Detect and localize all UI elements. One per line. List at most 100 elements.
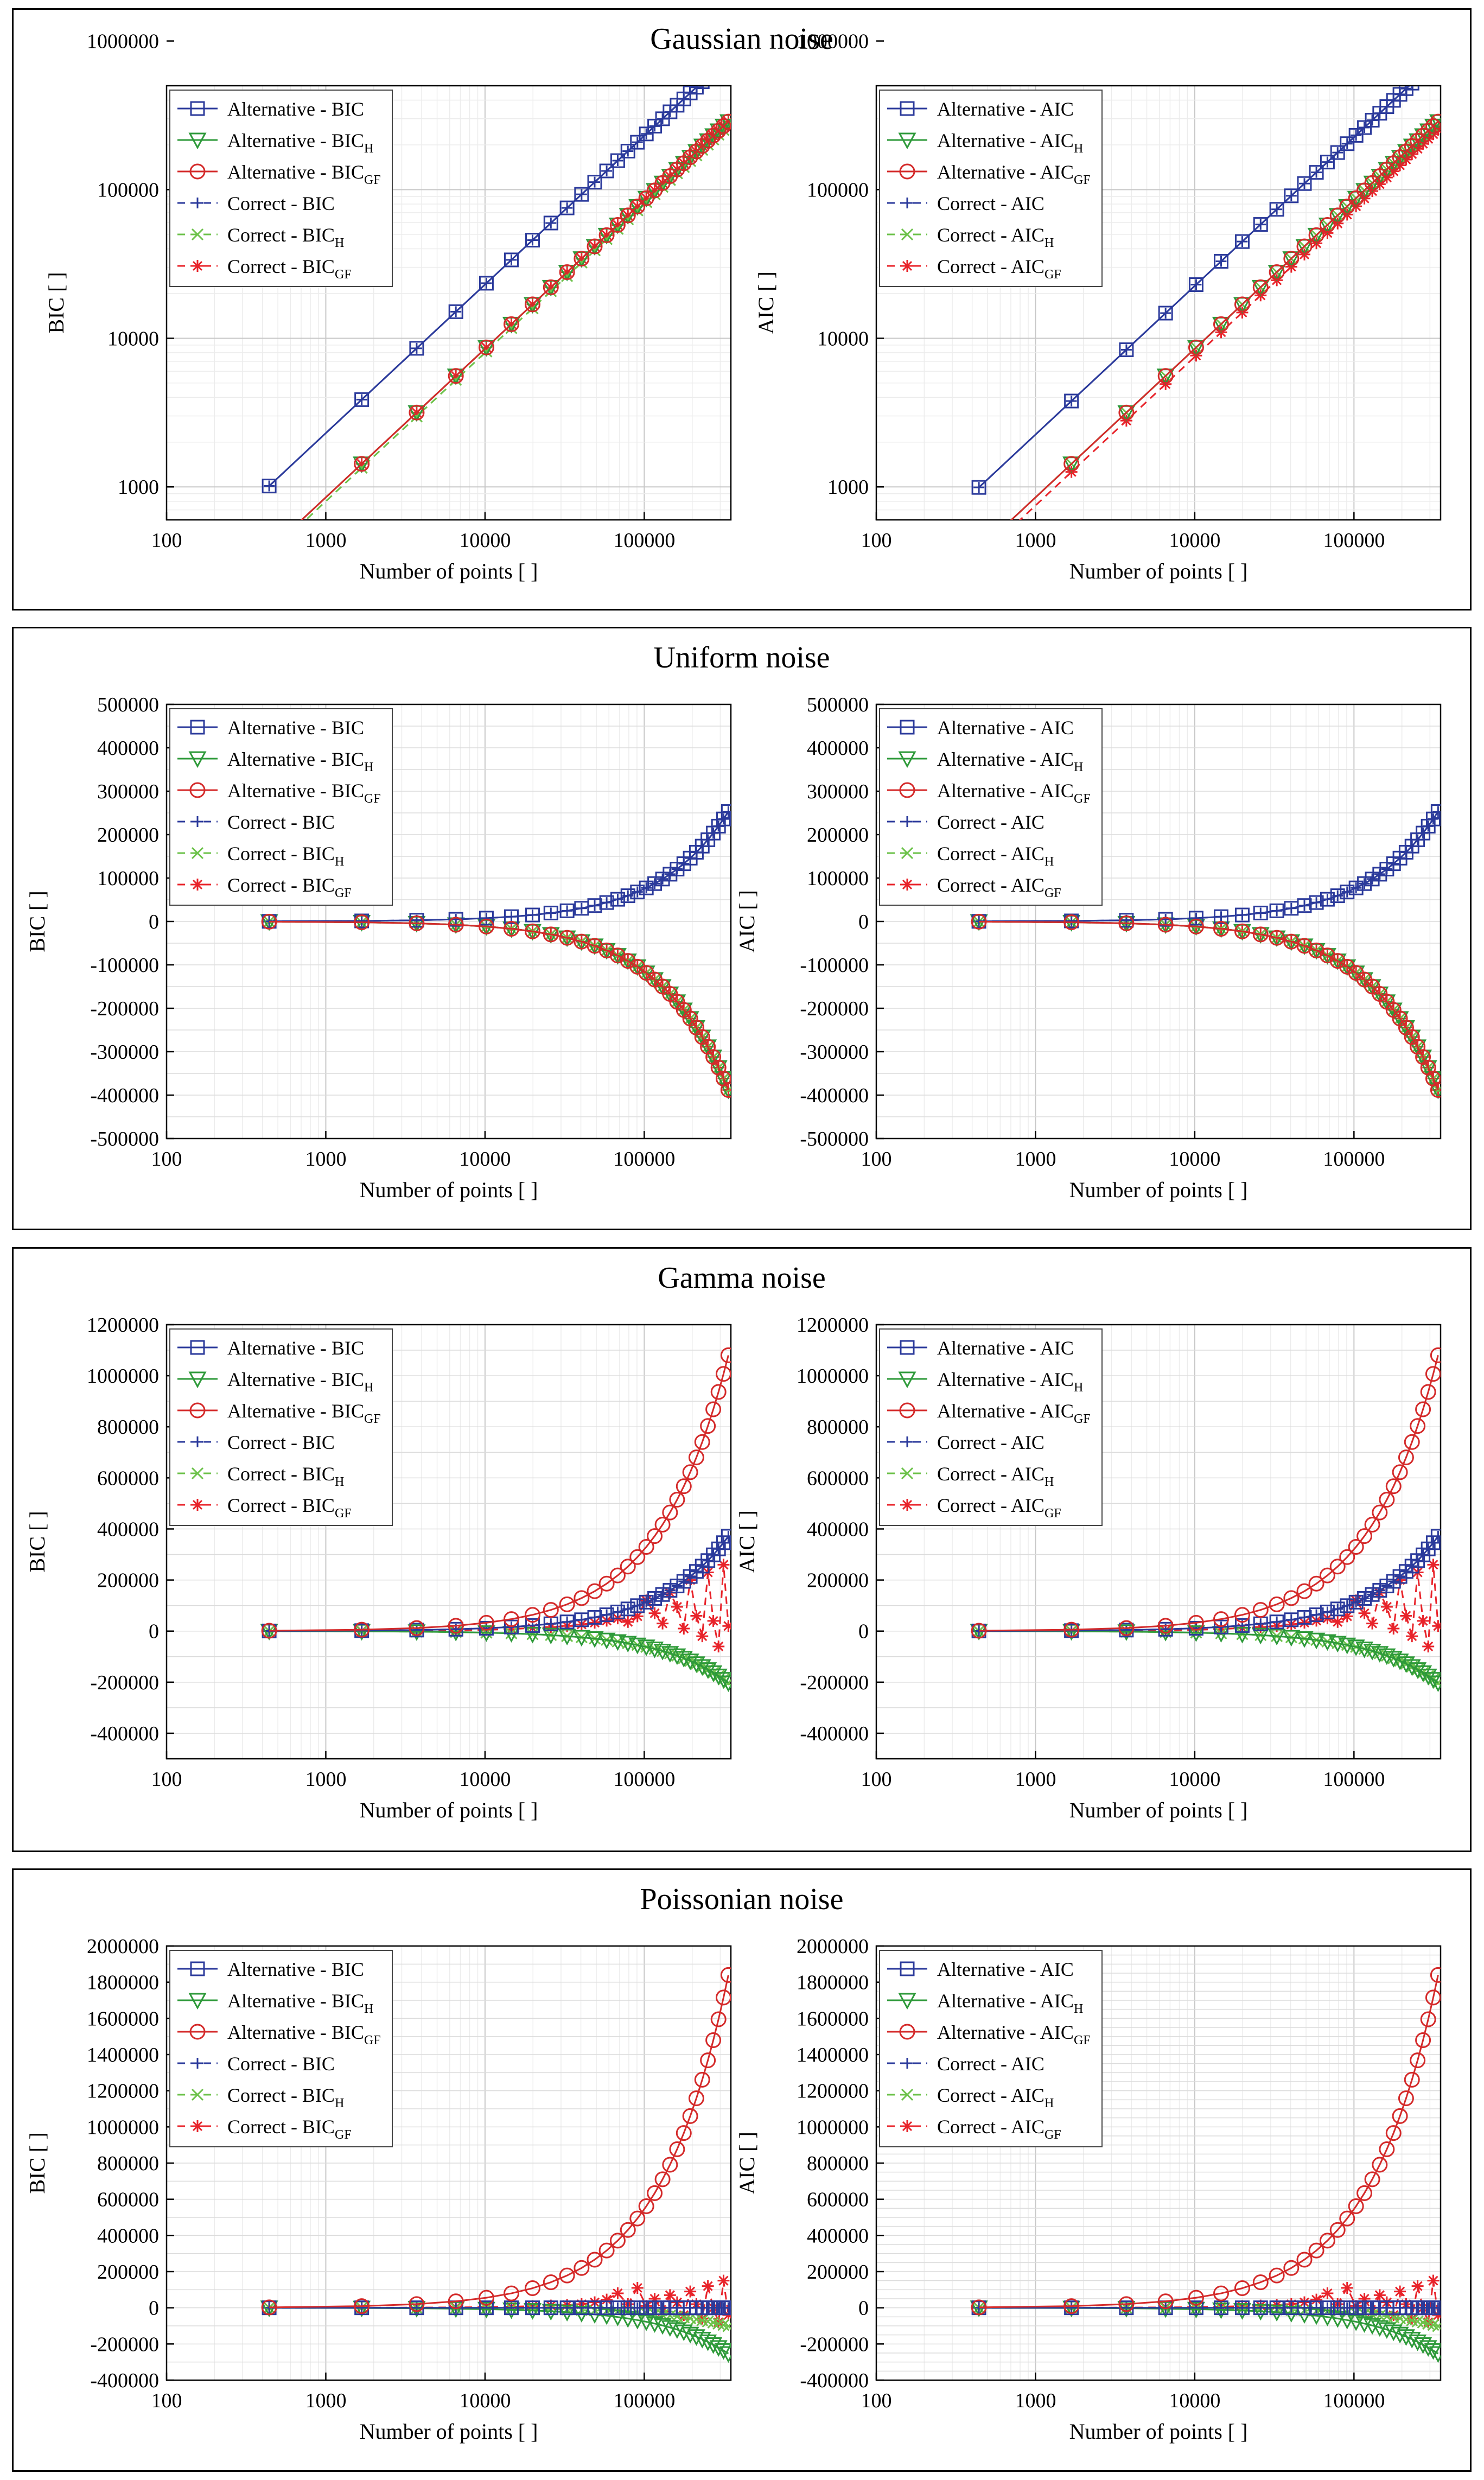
legend-marker-alt_h [188, 751, 207, 768]
data-point-alt_h [502, 2302, 520, 2319]
data-point-alt_bic [1430, 2300, 1441, 2316]
plot-area [970, 804, 1441, 1099]
x-tick-label: 1000 [1015, 1148, 1056, 1171]
y-tick-label: 600000 [807, 1467, 869, 1490]
legend-box [169, 90, 393, 287]
data-point-alt_gf [524, 1607, 540, 1623]
legend-label-base: Alternative - AIC [937, 1400, 1074, 1422]
data-point-alt_gf [1425, 118, 1441, 134]
plot-area [260, 1967, 731, 2363]
data-point-cor_gf [1358, 2293, 1371, 2305]
plot-area [970, 1967, 1441, 2363]
legend-label-base: Alternative - BIC [227, 1958, 364, 1980]
legend-marker-cor_bic [902, 198, 913, 208]
y-tick-label: 1000 [827, 476, 869, 499]
data-point-alt_bic [525, 1618, 540, 1633]
y-tick-label: 1600000 [797, 2007, 869, 2030]
legend-label-base: Alternative - AIC [937, 780, 1074, 802]
series-alt_gf [971, 913, 1441, 1098]
series-line-alt_h [269, 920, 729, 1091]
data-point-cor_gf [1341, 2282, 1353, 2294]
data-point-alt_gf [543, 2274, 559, 2291]
legend-label-subscript: H [335, 2096, 344, 2110]
data-point-alt_bic [1357, 1591, 1372, 1606]
data-point-cor_gf [717, 1559, 730, 1571]
chart-2-1: 100 1000 10000 100000 -400000 -200000 0 200000 4… [735, 1314, 1442, 1822]
data-point-alt_h [1328, 2311, 1347, 2328]
x-axis-label: Number of points [ ] [1069, 559, 1248, 583]
data-point-alt_bic [1188, 2300, 1203, 2316]
series-line-alt_h [269, 1630, 729, 1684]
data-point-alt_bic [587, 898, 602, 913]
legend-marker-cor_gf [901, 2120, 913, 2132]
legend-marker-cor_h [191, 847, 204, 860]
legend-label-base: Correct - BIC [227, 874, 335, 896]
data-point-alt_gf [682, 2108, 698, 2124]
x-axis-label: Number of points [ ] [360, 1178, 538, 1202]
legend-marker-cor_bic [192, 1436, 203, 1447]
series-line-alt_h [979, 920, 1439, 1091]
data-point-alt_bic [1213, 2300, 1228, 2316]
series-line-alt_h [979, 2307, 1439, 2355]
data-point-alt_gf [1308, 227, 1324, 243]
data-point-alt_gf [1283, 2260, 1300, 2276]
plot-area [970, 1347, 1441, 1693]
data-point-alt_bic [1253, 2300, 1268, 2316]
legend-marker-alt_gf [189, 782, 206, 798]
x-tick-label: 100 [861, 2389, 892, 2412]
data-point-alt_bic [1284, 188, 1299, 204]
data-point-alt_bic [525, 907, 540, 923]
legend-label-base: Alternative - BIC [227, 717, 364, 739]
data-point-alt_gf [1213, 316, 1229, 332]
plot-area [260, 804, 731, 1099]
legend-marker-cor_h [191, 1467, 204, 1480]
legend-label-subscript: H [364, 2002, 373, 2016]
series-alt_bic [262, 2300, 731, 2316]
data-point-cor_gf [664, 2289, 676, 2301]
data-point-alt_bic [1411, 72, 1424, 85]
data-point-alt_h [1391, 1654, 1409, 1670]
data-point-alt_gf [1385, 2125, 1402, 2141]
data-point-alt_gf [1398, 1449, 1414, 1466]
data-point-alt_gf [1296, 238, 1313, 255]
data-point-alt_bic [1340, 2300, 1355, 2316]
data-point-cor_gf [973, 552, 985, 564]
data-point-alt_gf [620, 1559, 636, 1575]
data-point-alt_bic [1404, 1559, 1419, 1574]
x-axis-label: Number of points [ ] [1069, 1178, 1248, 1202]
data-point-alt_gf [1420, 1384, 1436, 1400]
data-point-alt_gf [647, 2185, 663, 2201]
data-point-alt_bic [1309, 2300, 1324, 2316]
x-tick-label: 100000 [1323, 529, 1385, 552]
legend-marker-alt_bic [900, 1961, 915, 1976]
legend-marker-cor_gf [901, 1499, 913, 1511]
data-point-alt_bic [639, 1594, 654, 1610]
data-point-alt_gf [1329, 1559, 1346, 1575]
series-line-cor_bic [269, 1536, 729, 1632]
data-point-alt_gf [587, 1583, 603, 1599]
data-point-alt_gf [1356, 2185, 1373, 2201]
data-point-alt_bic [630, 2300, 645, 2316]
series-alt_h [260, 914, 731, 1099]
data-point-alt_gf [1339, 2210, 1355, 2227]
data-point-alt_h [1363, 2318, 1381, 2335]
data-point-alt_bic [721, 2300, 731, 2316]
legend-marker-cor_h [191, 228, 204, 241]
y-tick-label: 600000 [97, 2189, 159, 2211]
data-point-alt_gf [478, 339, 494, 355]
data-point-alt_gf [1252, 1602, 1269, 1618]
data-point-alt_gf [620, 2222, 636, 2238]
data-point-alt_h [1251, 1627, 1270, 1645]
y-tick-label: 800000 [807, 2152, 869, 2175]
series-line-cor_gf [1018, 129, 1439, 520]
legend-label-base: Correct - AIC [937, 256, 1044, 277]
legend-label-subscript: GF [335, 886, 352, 900]
data-point-alt_gf [1213, 920, 1229, 937]
legend-label-base: Correct - AIC [937, 1495, 1044, 1516]
data-point-alt_bic [262, 479, 277, 494]
data-point-alt_gf [1415, 2032, 1431, 2049]
legend-label-base: Correct - BIC [227, 2116, 335, 2138]
legend-box [169, 1328, 393, 1526]
data-point-alt_gf [662, 1504, 678, 1521]
legend-label: Correct - AICH [937, 1463, 1054, 1489]
